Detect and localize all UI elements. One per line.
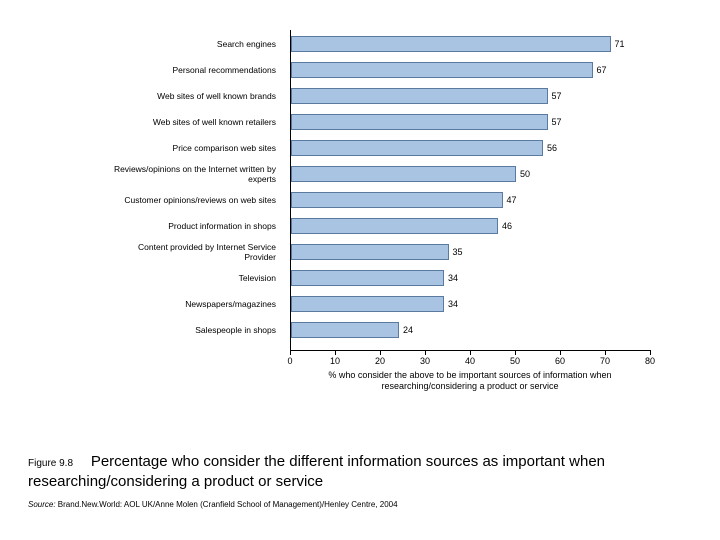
x-tick-label: 0	[287, 356, 292, 366]
x-tick-label: 40	[465, 356, 475, 366]
x-tick	[560, 350, 561, 355]
category-label: Customer opinions/reviews on web sites	[110, 190, 282, 212]
x-tick	[335, 350, 336, 355]
bar	[291, 166, 516, 182]
bar-value-label: 35	[449, 244, 463, 260]
x-tick	[470, 350, 471, 355]
x-tick-label: 50	[510, 356, 520, 366]
x-tick	[650, 350, 651, 355]
category-label: Television	[110, 268, 282, 290]
category-label: Web sites of well known brands	[110, 86, 282, 108]
bar	[291, 218, 498, 234]
x-tick	[425, 350, 426, 355]
x-tick	[380, 350, 381, 355]
bar	[291, 36, 611, 52]
bar-value-label: 46	[498, 218, 512, 234]
figure-title-line: Figure 9.8 Percentage who consider the d…	[28, 452, 698, 492]
bar-value-label: 67	[593, 62, 607, 78]
category-label: Content provided by Internet Service Pro…	[110, 242, 282, 264]
x-tick-label: 30	[420, 356, 430, 366]
bar-value-label: 34	[444, 296, 458, 312]
category-label: Newspapers/magazines	[110, 294, 282, 316]
chart-container: Search engines Personal recommendations We…	[110, 30, 650, 410]
bar	[291, 140, 543, 156]
bar-value-label: 47	[503, 192, 517, 208]
bar-value-label: 34	[444, 270, 458, 286]
bar-value-label: 50	[516, 166, 530, 182]
source-label: Source:	[28, 500, 56, 509]
source-text: Brand.New.World: AOL UK/Anne Molen (Cran…	[56, 500, 398, 509]
category-label: Reviews/opinions on the Internet written…	[110, 164, 282, 186]
figure-title: Percentage who consider the different in…	[28, 453, 605, 490]
figure-number: Figure 9.8	[28, 458, 73, 469]
x-tick-label: 70	[600, 356, 610, 366]
bar-value-label: 57	[548, 114, 562, 130]
bar	[291, 88, 548, 104]
bar	[291, 270, 444, 286]
bar-value-label: 71	[611, 36, 625, 52]
category-label: Search engines	[110, 34, 282, 56]
x-tick-label: 60	[555, 356, 565, 366]
x-tick	[605, 350, 606, 355]
bar	[291, 322, 399, 338]
bar	[291, 296, 444, 312]
bar	[291, 192, 503, 208]
x-tick-label: 20	[375, 356, 385, 366]
x-tick	[290, 350, 291, 355]
bar-value-label: 56	[543, 140, 557, 156]
bar-value-label: 24	[399, 322, 413, 338]
category-label: Price comparison web sites	[110, 138, 282, 160]
page: Search engines Personal recommendations We…	[0, 0, 720, 540]
bar	[291, 114, 548, 130]
x-tick-label: 10	[330, 356, 340, 366]
figure-source: Source: Brand.New.World: AOL UK/Anne Mol…	[28, 500, 698, 509]
x-tick-label: 80	[645, 356, 655, 366]
bar	[291, 244, 449, 260]
bar	[291, 62, 593, 78]
category-label: Personal recommendations	[110, 60, 282, 82]
figure-caption: Figure 9.8 Percentage who consider the d…	[28, 452, 698, 509]
x-axis-title: % who consider the above to be important…	[290, 370, 650, 392]
bar-value-label: 57	[548, 88, 562, 104]
plot-area: 7167 57 57 56 50 47 46 35 34 34 24	[290, 30, 651, 351]
category-label: Product information in shops	[110, 216, 282, 238]
category-label: Web sites of well known retailers	[110, 112, 282, 134]
category-label: Salespeople in shops	[110, 320, 282, 342]
x-tick	[515, 350, 516, 355]
